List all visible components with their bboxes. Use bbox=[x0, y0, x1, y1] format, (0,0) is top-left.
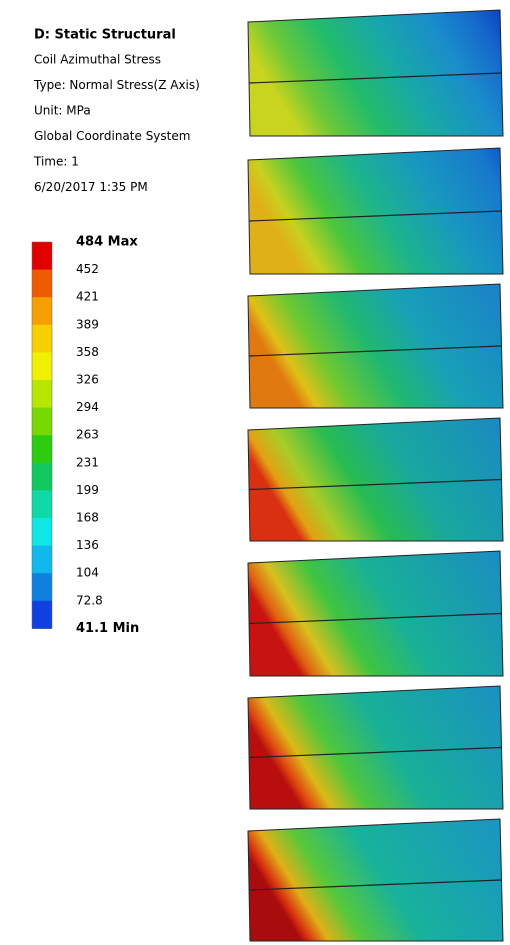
legend-band bbox=[32, 325, 52, 353]
legend-label: 136 bbox=[76, 538, 99, 552]
legend-band bbox=[32, 463, 52, 491]
legend-label: 452 bbox=[76, 262, 99, 276]
header-line: 6/20/2017 1:35 PM bbox=[34, 180, 148, 194]
contour-block bbox=[248, 551, 503, 676]
legend-label: 199 bbox=[76, 483, 99, 497]
legend-band bbox=[32, 352, 52, 380]
legend-label: 421 bbox=[76, 290, 99, 304]
legend-label: 484 Max bbox=[76, 235, 138, 250]
legend-band bbox=[32, 573, 52, 601]
legend-band bbox=[32, 601, 52, 629]
legend-label: 326 bbox=[76, 373, 99, 387]
legend-band bbox=[32, 408, 52, 436]
header-line: Time: 1 bbox=[33, 155, 79, 169]
legend-band bbox=[32, 490, 52, 518]
header-line: Coil Azimuthal Stress bbox=[34, 53, 161, 67]
header-line: Global Coordinate System bbox=[34, 129, 190, 143]
contour-block bbox=[248, 418, 503, 541]
screenshot: D: Static Structural Coil Azimuthal Stre… bbox=[0, 0, 510, 945]
legend-band bbox=[32, 546, 52, 574]
header-line: Type: Normal Stress(Z Axis) bbox=[33, 78, 200, 92]
contour-block bbox=[248, 148, 503, 274]
legend-label: 104 bbox=[76, 566, 99, 580]
legend-label: 294 bbox=[76, 400, 99, 414]
contour-block bbox=[248, 686, 503, 809]
header-title: D: Static Structural bbox=[34, 28, 176, 43]
legend-band bbox=[32, 270, 52, 298]
contour-block bbox=[248, 10, 503, 136]
legend-band bbox=[32, 380, 52, 408]
legend-label: 263 bbox=[76, 428, 99, 442]
legend-label: 231 bbox=[76, 455, 99, 469]
legend-label: 41.1 Min bbox=[76, 621, 139, 636]
legend-label: 72.8 bbox=[76, 593, 103, 607]
legend-label: 389 bbox=[76, 317, 99, 331]
legend-band bbox=[32, 242, 52, 270]
legend-band bbox=[32, 518, 52, 546]
legend-band bbox=[32, 435, 52, 463]
result-view: D: Static Structural Coil Azimuthal Stre… bbox=[0, 0, 510, 945]
legend-band bbox=[32, 297, 52, 325]
legend-label: 358 bbox=[76, 345, 99, 359]
contour-block bbox=[248, 819, 503, 941]
legend-label: 168 bbox=[76, 511, 99, 525]
header-line: Unit: MPa bbox=[34, 104, 91, 118]
contour-block bbox=[248, 284, 503, 408]
